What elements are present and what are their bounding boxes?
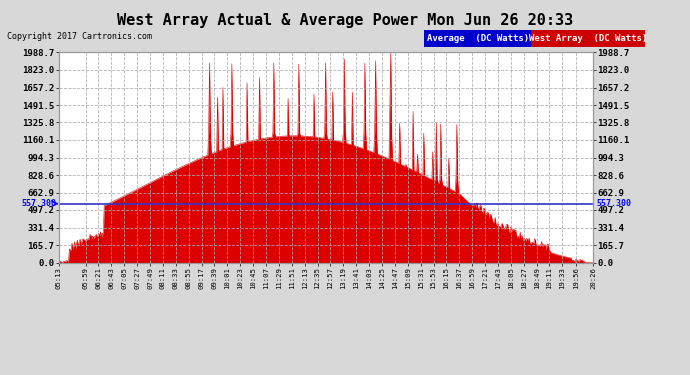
Text: Copyright 2017 Cartronics.com: Copyright 2017 Cartronics.com [7,32,152,41]
Text: Average  (DC Watts): Average (DC Watts) [426,34,529,43]
Text: West Array  (DC Watts): West Array (DC Watts) [529,34,647,43]
Text: 557.300: 557.300 [596,199,631,208]
Text: West Array Actual & Average Power Mon Jun 26 20:33: West Array Actual & Average Power Mon Ju… [117,13,573,28]
Text: 557.300: 557.300 [21,199,56,208]
